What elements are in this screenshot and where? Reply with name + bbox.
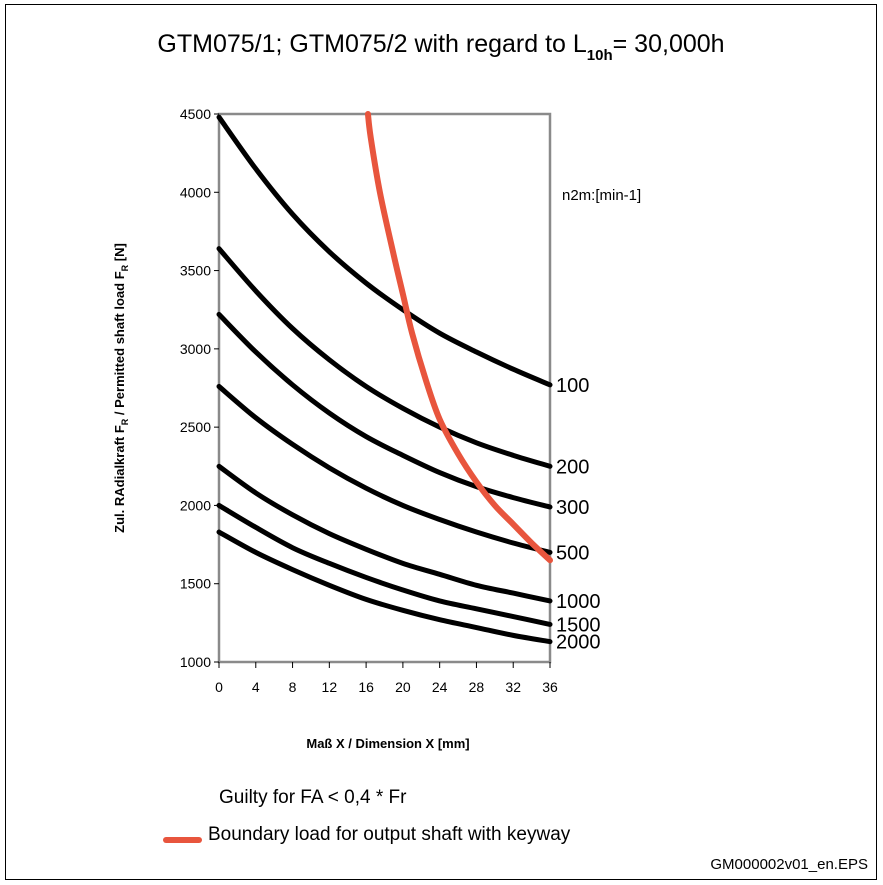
y-axis-label-sub-2: R — [120, 264, 130, 271]
y-axis-label-part-1: Zul. RAdialkraft F — [112, 425, 127, 533]
legend: Boundary load for output shaft with keyw… — [163, 824, 571, 845]
y-tick-label: 1000 — [180, 654, 211, 670]
x-tick-label: 36 — [542, 679, 558, 695]
series-line-1000 — [216, 463, 553, 604]
y-axis-label-sub-1: R — [120, 418, 130, 425]
series-line-2000 — [216, 529, 553, 645]
series-label-1000: 1000 — [556, 591, 601, 613]
series-unit-label: n2m:[min-1] — [562, 187, 641, 204]
y-tick-label: 2500 — [180, 419, 211, 435]
y-tick-label: 1500 — [180, 576, 211, 592]
x-tick-label: 4 — [252, 679, 260, 695]
series-label-2000: 2000 — [556, 632, 601, 654]
series-line-500 — [216, 383, 553, 555]
series-label-1500: 1500 — [556, 614, 601, 636]
y-tick-label: 3000 — [180, 341, 211, 357]
y-tick-label: 4500 — [180, 106, 211, 122]
y-axis-label: Zul. RAdialkraft FR / Permitted shaft lo… — [112, 243, 130, 533]
y-tick-label: 4000 — [180, 184, 211, 200]
x-axis-label: Maß X / Dimension X [mm] — [306, 736, 469, 751]
x-tick-label: 16 — [358, 679, 374, 695]
x-tick-label: 0 — [215, 679, 223, 695]
chart-title-tail: = 30,000h — [613, 30, 725, 58]
y-axis-label-part-3: [N] — [112, 243, 127, 265]
x-tick-label: 28 — [469, 679, 485, 695]
boundary-layer — [364, 111, 553, 564]
series-label-200: 200 — [556, 456, 589, 478]
series-line-200 — [216, 246, 553, 469]
plot-area — [217, 112, 552, 664]
series-line-300 — [216, 311, 553, 510]
series-label-300: 300 — [556, 497, 589, 519]
series-line-100 — [216, 114, 553, 388]
y-axis: 1000 1500 2000 2500 3000 3500 4000 4500 — [180, 106, 219, 670]
chart-title-subscript: 10h — [587, 47, 613, 64]
x-tick-label: 8 — [289, 679, 297, 695]
y-tick-label: 3500 — [180, 263, 211, 279]
series-lines — [216, 114, 553, 645]
chart-title-main: GTM075/1; GTM075/2 with regard to L — [157, 30, 586, 58]
series-label-500: 500 — [556, 542, 589, 564]
legend-label-boundary: Boundary load for output shaft with keyw… — [208, 824, 571, 845]
footer-file-name: GM000002v01_en.EPS — [710, 856, 868, 873]
y-tick-label: 2000 — [180, 497, 211, 513]
chart-title: GTM075/1; GTM075/2 with regard to L10h= … — [157, 30, 724, 64]
x-tick-label: 24 — [432, 679, 448, 695]
x-tick-label: 32 — [505, 679, 521, 695]
x-axis: 0 4 8 12 16 20 24 28 32 36 — [215, 662, 558, 695]
x-tick-label: 12 — [322, 679, 338, 695]
series-line-1500 — [216, 502, 553, 627]
series-label-100: 100 — [556, 375, 589, 397]
note-text: Guilty for FA < 0,4 * Fr — [219, 787, 407, 808]
x-tick-label: 20 — [395, 679, 411, 695]
y-axis-label-part-2: / Permitted shaft load F — [112, 271, 127, 418]
boundary-line — [364, 111, 553, 564]
